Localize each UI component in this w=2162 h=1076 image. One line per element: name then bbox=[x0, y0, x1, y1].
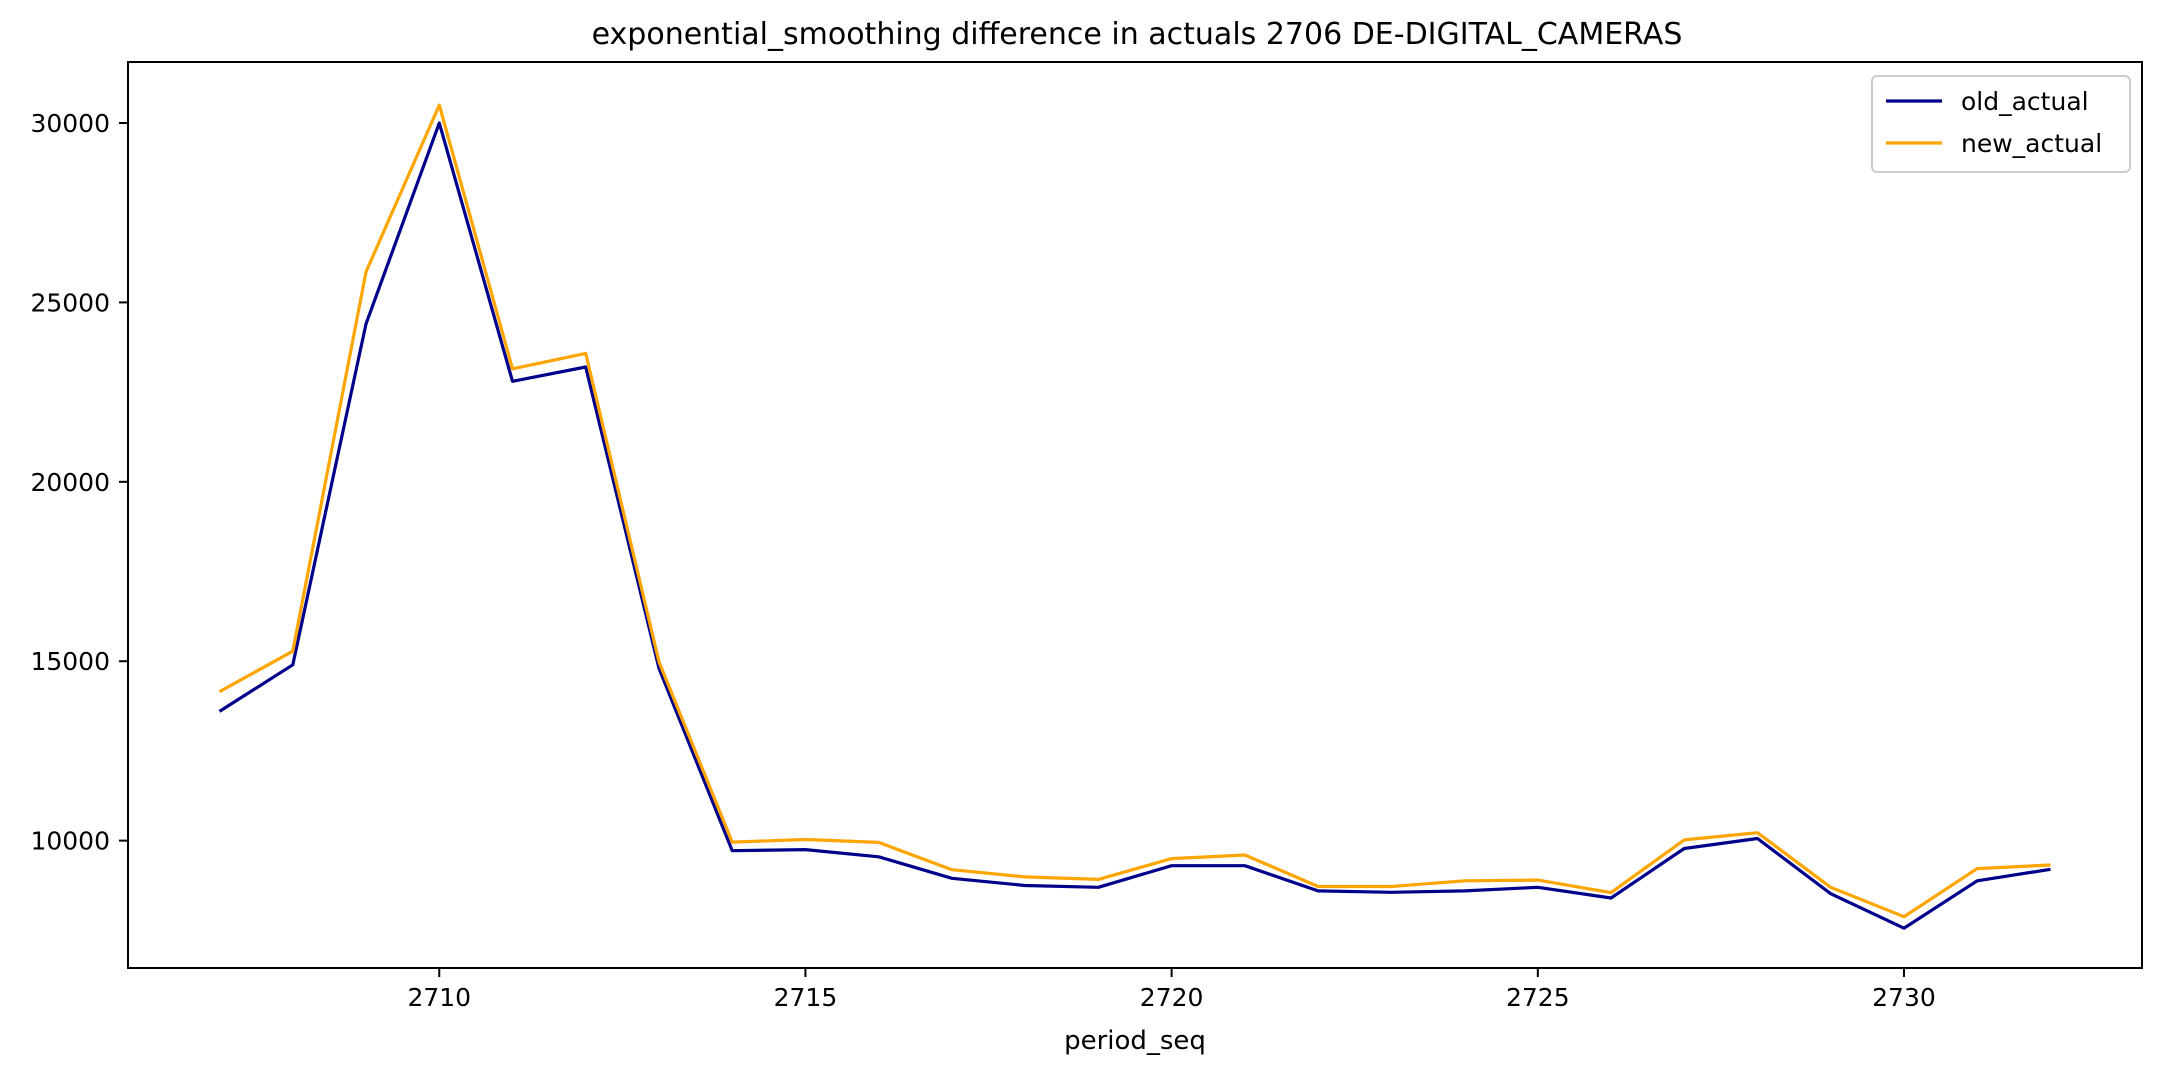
y-tick-label: 20000 bbox=[30, 468, 110, 497]
legend: old_actual new_actual bbox=[1871, 75, 2131, 173]
y-tick-label: 15000 bbox=[30, 647, 110, 676]
legend-label-new_actual: new_actual bbox=[1961, 129, 2102, 158]
y-axis-ticks: 10000 15000 20000 25000 30000 bbox=[30, 109, 128, 856]
plot-frame bbox=[127, 61, 2143, 969]
x-tick-label: 2715 bbox=[774, 983, 838, 1012]
y-tick-label: 30000 bbox=[30, 109, 110, 138]
x-tick-label: 2730 bbox=[1872, 983, 1936, 1012]
series-line-new_actual bbox=[218, 103, 2051, 919]
y-tick-label: 25000 bbox=[30, 288, 110, 317]
x-axis-ticks: 2710 2715 2720 2725 2730 bbox=[407, 968, 1936, 1012]
x-tick-label: 2720 bbox=[1140, 983, 1204, 1012]
y-tick-label: 10000 bbox=[30, 827, 110, 856]
x-tick-label: 2710 bbox=[407, 983, 471, 1012]
x-tick-label: 2725 bbox=[1506, 983, 1570, 1012]
legend-label-old_actual: old_actual bbox=[1961, 87, 2089, 116]
plot-lines bbox=[218, 103, 2051, 930]
x-axis-label: period_seq bbox=[1064, 1026, 1206, 1056]
series-line-old_actual bbox=[218, 121, 2051, 930]
chart-title: exponential_smoothing difference in actu… bbox=[592, 17, 1683, 52]
